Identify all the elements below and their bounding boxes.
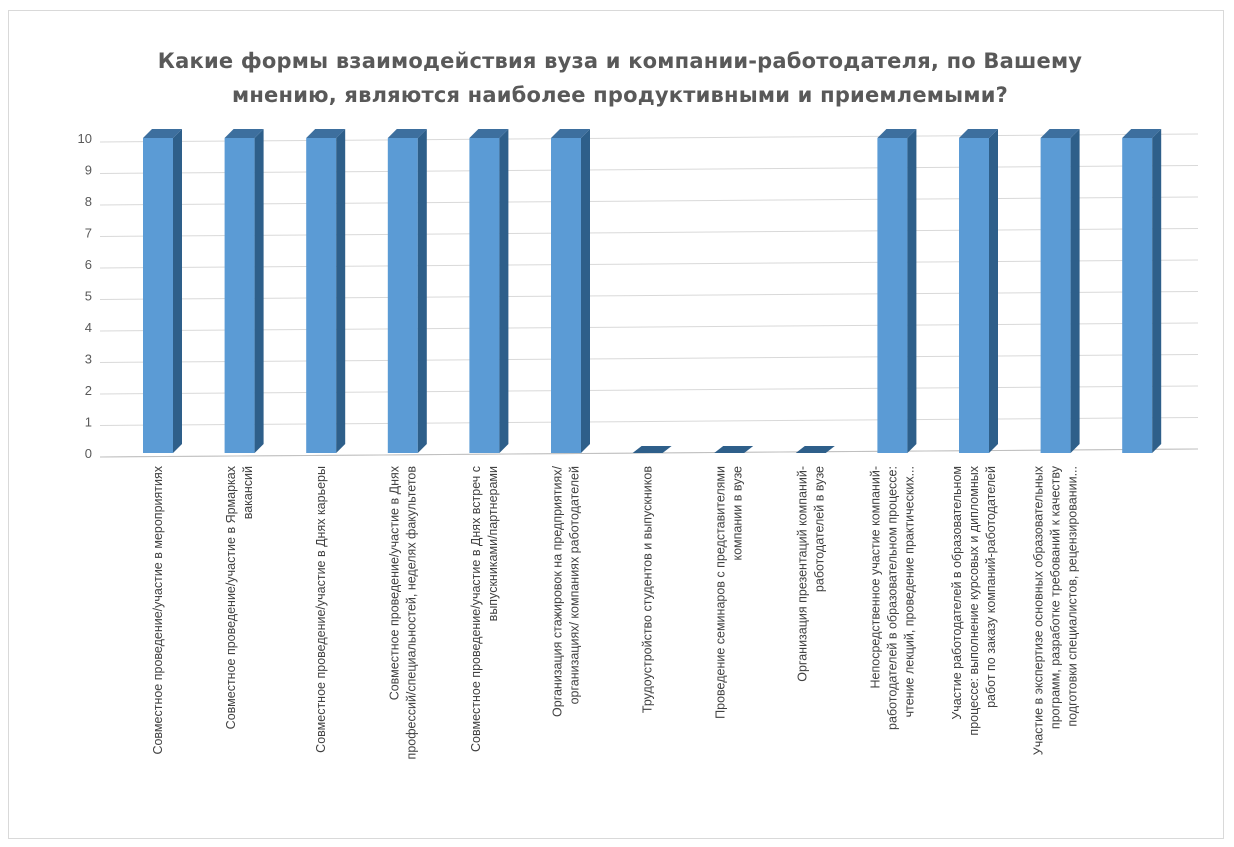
bar-side [336, 129, 346, 453]
bar-side [1152, 129, 1162, 453]
category-label: Совместное проведение/участие в Днях кар… [314, 466, 328, 753]
bar-front [1040, 138, 1071, 453]
bar [959, 129, 998, 453]
bar-top [387, 129, 427, 138]
bar-front [224, 138, 255, 453]
bar-top [469, 129, 509, 138]
bar-top [1122, 129, 1162, 138]
y-tick-label: 9 [85, 163, 92, 178]
bar-zero [714, 446, 754, 453]
category-label: работодателей в вузе [812, 466, 826, 592]
y-tick-label: 5 [85, 289, 92, 304]
bar-side [417, 129, 427, 453]
y-tick-label: 10 [78, 131, 92, 146]
bar-top [877, 129, 917, 138]
gridline [99, 291, 1199, 300]
bar-side [907, 129, 917, 453]
bar-side [989, 129, 998, 453]
bar-front [551, 138, 581, 453]
bar-front [143, 138, 173, 453]
bars [143, 129, 1162, 453]
category-label: Трудоустройство студентов и выпускников [641, 466, 655, 713]
y-axis-ticks: 0 1 2 3 4 5 6 7 8 9 10 [78, 131, 92, 461]
gridline [99, 228, 1199, 237]
category-label: Непосредственное участие компаний- [868, 466, 882, 689]
gridline [99, 259, 1199, 269]
bar [143, 129, 182, 453]
gridline [99, 196, 1199, 206]
bar [469, 129, 509, 453]
y-tick-label: 1 [85, 415, 92, 430]
category-label: Проведение семинаров с представителями [714, 466, 728, 719]
category-label: работодателей в образовательном процессе… [885, 466, 899, 730]
bar-top [551, 129, 590, 138]
category-label: выпускниками/партнерами [486, 466, 500, 621]
bar-top [959, 129, 998, 138]
bar-side [1070, 129, 1080, 453]
bar [551, 129, 590, 453]
bar [306, 129, 346, 453]
chart-title: Какие формы взаимодействия вуза и компан… [40, 44, 1200, 112]
category-label: Совместное проведение/участие в Ярмарках [224, 465, 238, 729]
bar-front [469, 138, 500, 453]
bar [714, 446, 754, 453]
y-tick-label: 3 [85, 352, 92, 367]
bar-front [877, 138, 908, 453]
y-tick-label: 2 [85, 383, 92, 398]
bar-front [1122, 138, 1153, 453]
category-label: Участие работодателей в образовательном [950, 466, 964, 720]
y-tick-label: 7 [85, 226, 92, 241]
chart-title-line-2: мнению, являются наиболее продуктивными … [231, 83, 1009, 107]
y-tick-label: 0 [85, 446, 92, 461]
category-label: программ, разработке требований к качест… [1049, 465, 1063, 729]
gridline [99, 417, 1199, 426]
category-label: Организация стажировок на предприятиях/ [551, 465, 565, 717]
bar [387, 129, 427, 453]
bar [1122, 129, 1162, 453]
bar-top [224, 129, 264, 138]
bar-side [173, 129, 182, 453]
y-tick-label: 6 [85, 257, 92, 272]
bar-front [387, 138, 418, 453]
bar [1040, 129, 1080, 453]
bar-zero [632, 446, 672, 453]
bar-side [254, 129, 264, 453]
category-label: Организация презентаций компаний- [795, 466, 809, 682]
gridline [99, 133, 1199, 143]
bar-top [1040, 129, 1080, 138]
category-label: работ по заказу компаний-работодателей [984, 466, 998, 708]
y-tick-label: 4 [85, 320, 92, 335]
bar [795, 446, 835, 453]
category-label: подготовки специалистов, рецензировании.… [1066, 466, 1080, 727]
category-label: профессий/специальностей, неделях факуль… [404, 466, 418, 760]
gridline [99, 165, 1199, 174]
category-label: Совместное проведение/участие в мероприя… [151, 465, 165, 754]
bar [877, 129, 917, 453]
category-label: Совместное проведение/участие в Днях [387, 465, 401, 700]
bar-top [143, 129, 182, 138]
category-label: процессе: выполнение курсовых и дипломны… [967, 465, 981, 735]
bar-zero [795, 446, 835, 453]
bar-side [499, 129, 509, 453]
bar-top [306, 129, 346, 138]
category-label: компании в вузе [731, 466, 745, 561]
x-axis-labels: Совместное проведение/участие в мероприя… [151, 465, 1080, 759]
gridline [99, 354, 1199, 363]
gridline [99, 322, 1199, 332]
category-label: Совместное проведение/участие в Днях вст… [469, 466, 483, 752]
gridline [99, 385, 1199, 395]
category-label: организациях/ компаниях работодателей [568, 466, 582, 704]
bar-front [306, 138, 337, 453]
category-label: вакансий [241, 466, 255, 519]
category-label: Участие в экспертизе основных образовате… [1032, 465, 1046, 755]
category-label: чтение лекций, проведение практических..… [902, 466, 916, 717]
bar [224, 129, 264, 453]
y-tick-label: 8 [85, 194, 92, 209]
bar-side [581, 129, 590, 453]
chart-title-line-1: Какие формы взаимодействия вуза и компан… [157, 49, 1083, 73]
gridlines [99, 133, 1199, 458]
bar [632, 446, 672, 453]
bar-front [959, 138, 989, 453]
